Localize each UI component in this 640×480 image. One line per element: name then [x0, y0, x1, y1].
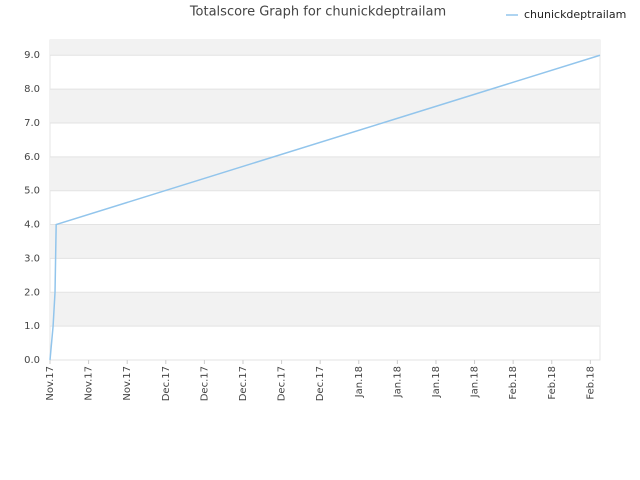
grid-band — [50, 156, 600, 191]
x-tick-label: Feb.18 — [508, 366, 519, 400]
chart-title: Totalscore Graph for chunickdeptrailam — [189, 5, 446, 20]
y-tick-label: 8.0 — [24, 84, 40, 95]
x-tick-label: Jan.18 — [354, 366, 365, 398]
grid-band — [50, 292, 600, 327]
x-tick-label: Dec.17 — [161, 366, 172, 401]
x-tick-label: Jan.18 — [392, 366, 403, 398]
grid-band — [50, 89, 600, 123]
y-tick-label: 6.0 — [24, 152, 40, 163]
x-tick-label: Nov.17 — [122, 366, 133, 401]
y-tick-label: 2.0 — [24, 287, 40, 298]
grid-band — [50, 224, 600, 259]
x-tick-label: Nov.17 — [84, 366, 95, 401]
y-tick-label: 7.0 — [24, 118, 40, 129]
y-tick-label: 1.0 — [24, 321, 40, 332]
y-tick-label: 5.0 — [24, 186, 40, 197]
x-tick-label: Jan.18 — [470, 366, 481, 398]
x-tick-label: Dec.17 — [277, 366, 288, 401]
grid-band — [50, 40, 600, 56]
y-tick-label: 4.0 — [24, 220, 40, 231]
x-tick-label: Feb.18 — [585, 366, 596, 400]
y-tick-label: 3.0 — [24, 253, 40, 264]
x-tick-label: Feb.18 — [547, 366, 558, 400]
legend-label: chunickdeptrailam — [524, 8, 626, 21]
x-tick-label: Jan.18 — [431, 366, 442, 398]
x-tick-label: Dec.17 — [199, 366, 210, 401]
line — [49, 54, 601, 361]
y-tick-label: 0.0 — [24, 355, 40, 366]
y-tick-label: 9.0 — [24, 50, 40, 61]
x-tick-label: Nov.17 — [45, 366, 56, 401]
x-tick-label: Dec.17 — [315, 366, 326, 401]
x-tick-label: Dec.17 — [238, 366, 249, 401]
